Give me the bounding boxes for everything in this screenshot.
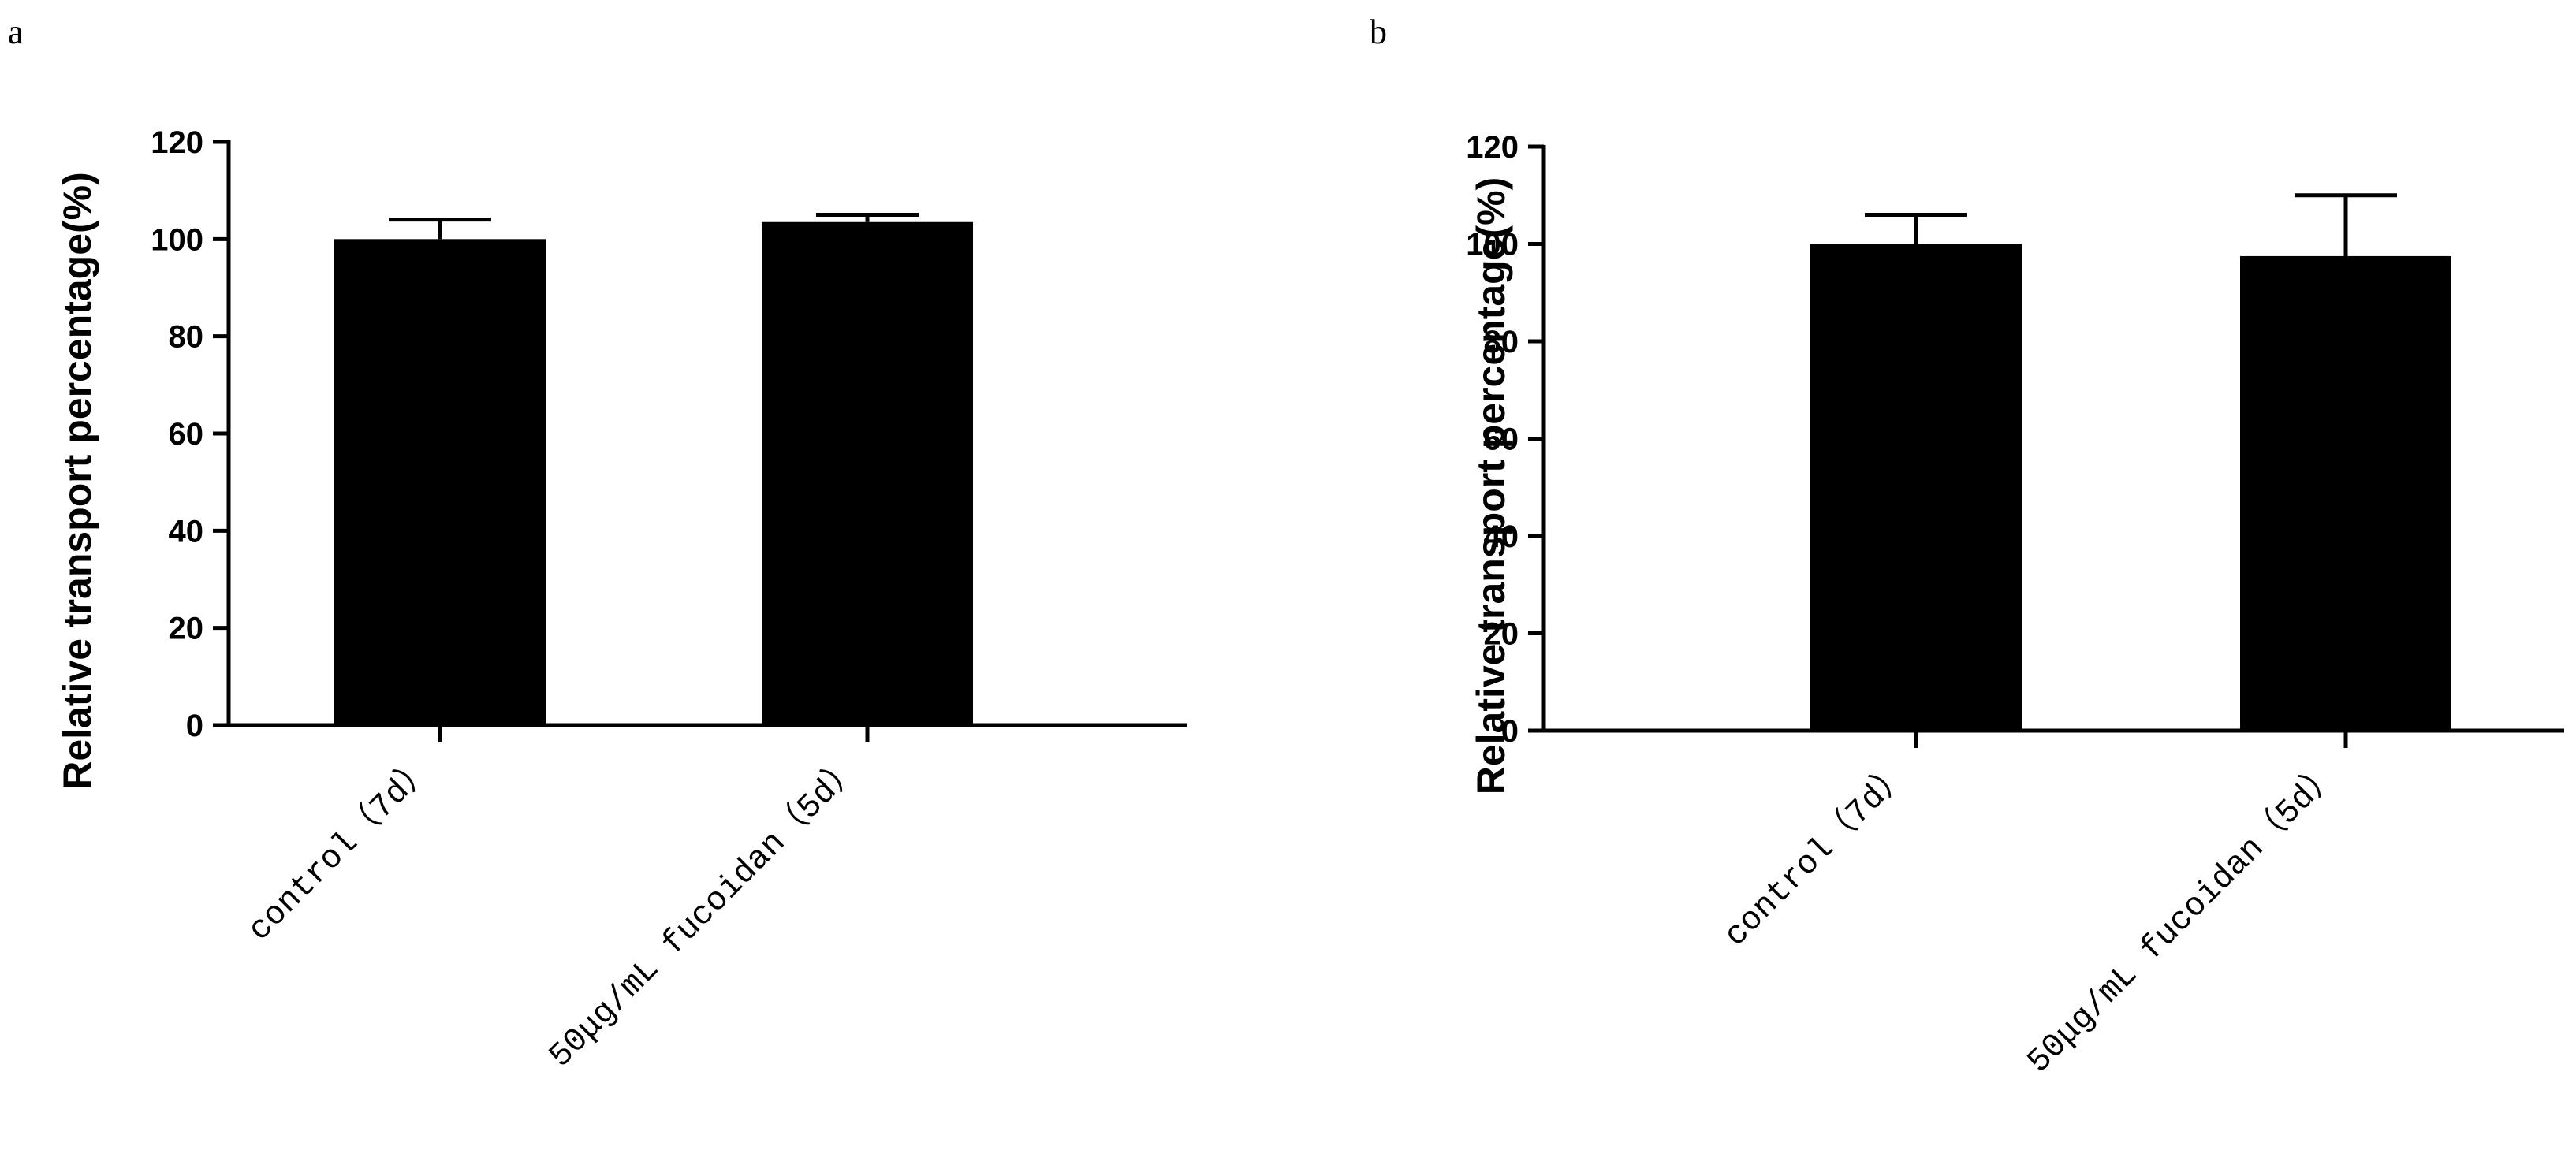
bar-1 <box>2240 255 2451 731</box>
chart-panel-b: b Relative transport percentage(%)0 20 40 60… <box>1370 13 2564 1081</box>
y-tick-label: 0 <box>1501 714 1519 749</box>
panel-letter: a <box>8 13 24 51</box>
y-tick-label: 120 <box>1466 130 1519 165</box>
x-tick-label: 50μg/mL fucoidan（5d） <box>2019 754 2347 1081</box>
panel-letter: b <box>1370 13 1387 51</box>
y-tick-label: 120 <box>151 125 203 160</box>
y-tick-label: 60 <box>1484 422 1519 457</box>
bar-0 <box>1810 244 2022 731</box>
x-tick-label: 50μg/mL fucoidan（5d） <box>541 749 868 1076</box>
y-tick-label: 60 <box>169 417 204 452</box>
y-tick-label: 80 <box>169 320 204 355</box>
y-axis-label: Relative transport percentage(%) <box>55 172 99 790</box>
chart-panel-a: a Relative transport percentage(%) 0 20 40 60… <box>8 13 1187 1075</box>
y-tick-label: 100 <box>151 222 203 257</box>
y-tick-label: 0 <box>186 709 203 743</box>
x-tick-label: control（7d） <box>240 749 441 949</box>
bar-0 <box>334 239 546 725</box>
y-tick-label: 80 <box>1484 325 1519 359</box>
y-tick-label: 40 <box>1484 519 1519 554</box>
y-tick-label: 20 <box>169 612 204 646</box>
y-tick-label: 100 <box>1466 228 1519 262</box>
bar-1 <box>762 221 973 725</box>
y-axis-label: Relative transport percentage(%) <box>1469 177 1513 795</box>
y-tick-label: 20 <box>1484 617 1519 652</box>
y-tick-label: 40 <box>169 514 204 549</box>
x-tick-label: control（7d） <box>1717 754 1917 954</box>
